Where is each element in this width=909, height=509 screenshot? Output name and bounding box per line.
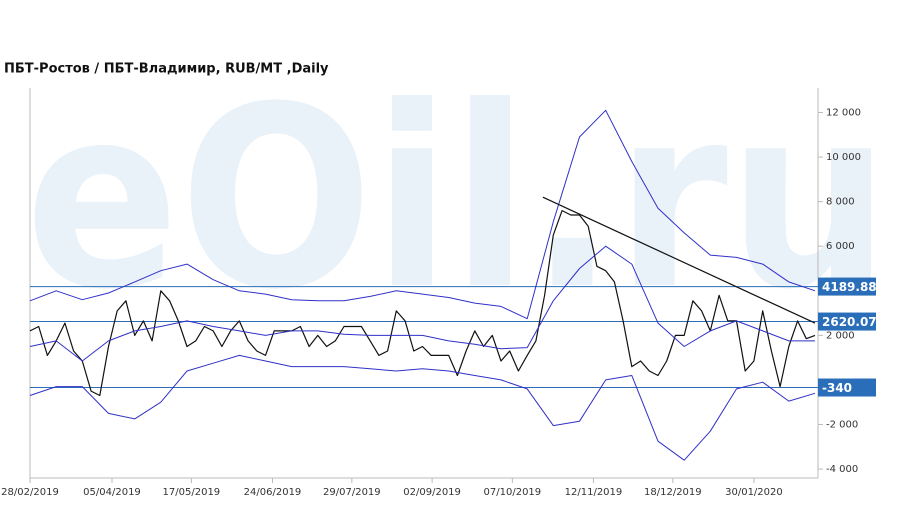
x-tick-label: 18/12/2019 [644, 487, 702, 498]
band-line [29, 354, 816, 461]
x-tick-label: 07/10/2019 [484, 487, 542, 498]
level-label: 2620.07 [822, 315, 877, 329]
y-tick-label: -4 000 [826, 464, 858, 475]
x-tick-label: 17/05/2019 [163, 487, 221, 498]
y-tick-label: -2 000 [826, 420, 858, 431]
x-tick-label: 05/04/2019 [83, 487, 141, 498]
band-line [29, 245, 815, 362]
price-line [29, 210, 816, 397]
trendline [542, 196, 816, 324]
level-label-box [818, 312, 876, 331]
level-label: 4189.88 [822, 280, 877, 294]
y-tick-label: 10 000 [826, 152, 861, 163]
x-tick-label: 30/01/2020 [725, 487, 783, 498]
y-tick-label: 2 000 [826, 330, 855, 341]
level-label-box [818, 378, 876, 397]
band-line [29, 109, 816, 320]
y-tick-label: 12 000 [826, 108, 861, 119]
x-tick-label: 24/06/2019 [244, 487, 302, 498]
watermark: eOil.ru [25, 53, 890, 344]
y-tick-label: 6 000 [826, 241, 855, 252]
x-tick-label: 02/09/2019 [403, 487, 461, 498]
x-tick-label: 12/11/2019 [565, 487, 623, 498]
x-tick-label: 28/02/2019 [1, 487, 59, 498]
y-tick-label: 8 000 [826, 197, 855, 208]
level-label-box [818, 277, 876, 296]
x-tick-label: 29/07/2019 [323, 487, 381, 498]
chart-title: ПБТ-Ростов / ПБТ-Владимир, RUB/MT ,Daily [4, 62, 329, 77]
level-label: -340 [822, 381, 852, 395]
